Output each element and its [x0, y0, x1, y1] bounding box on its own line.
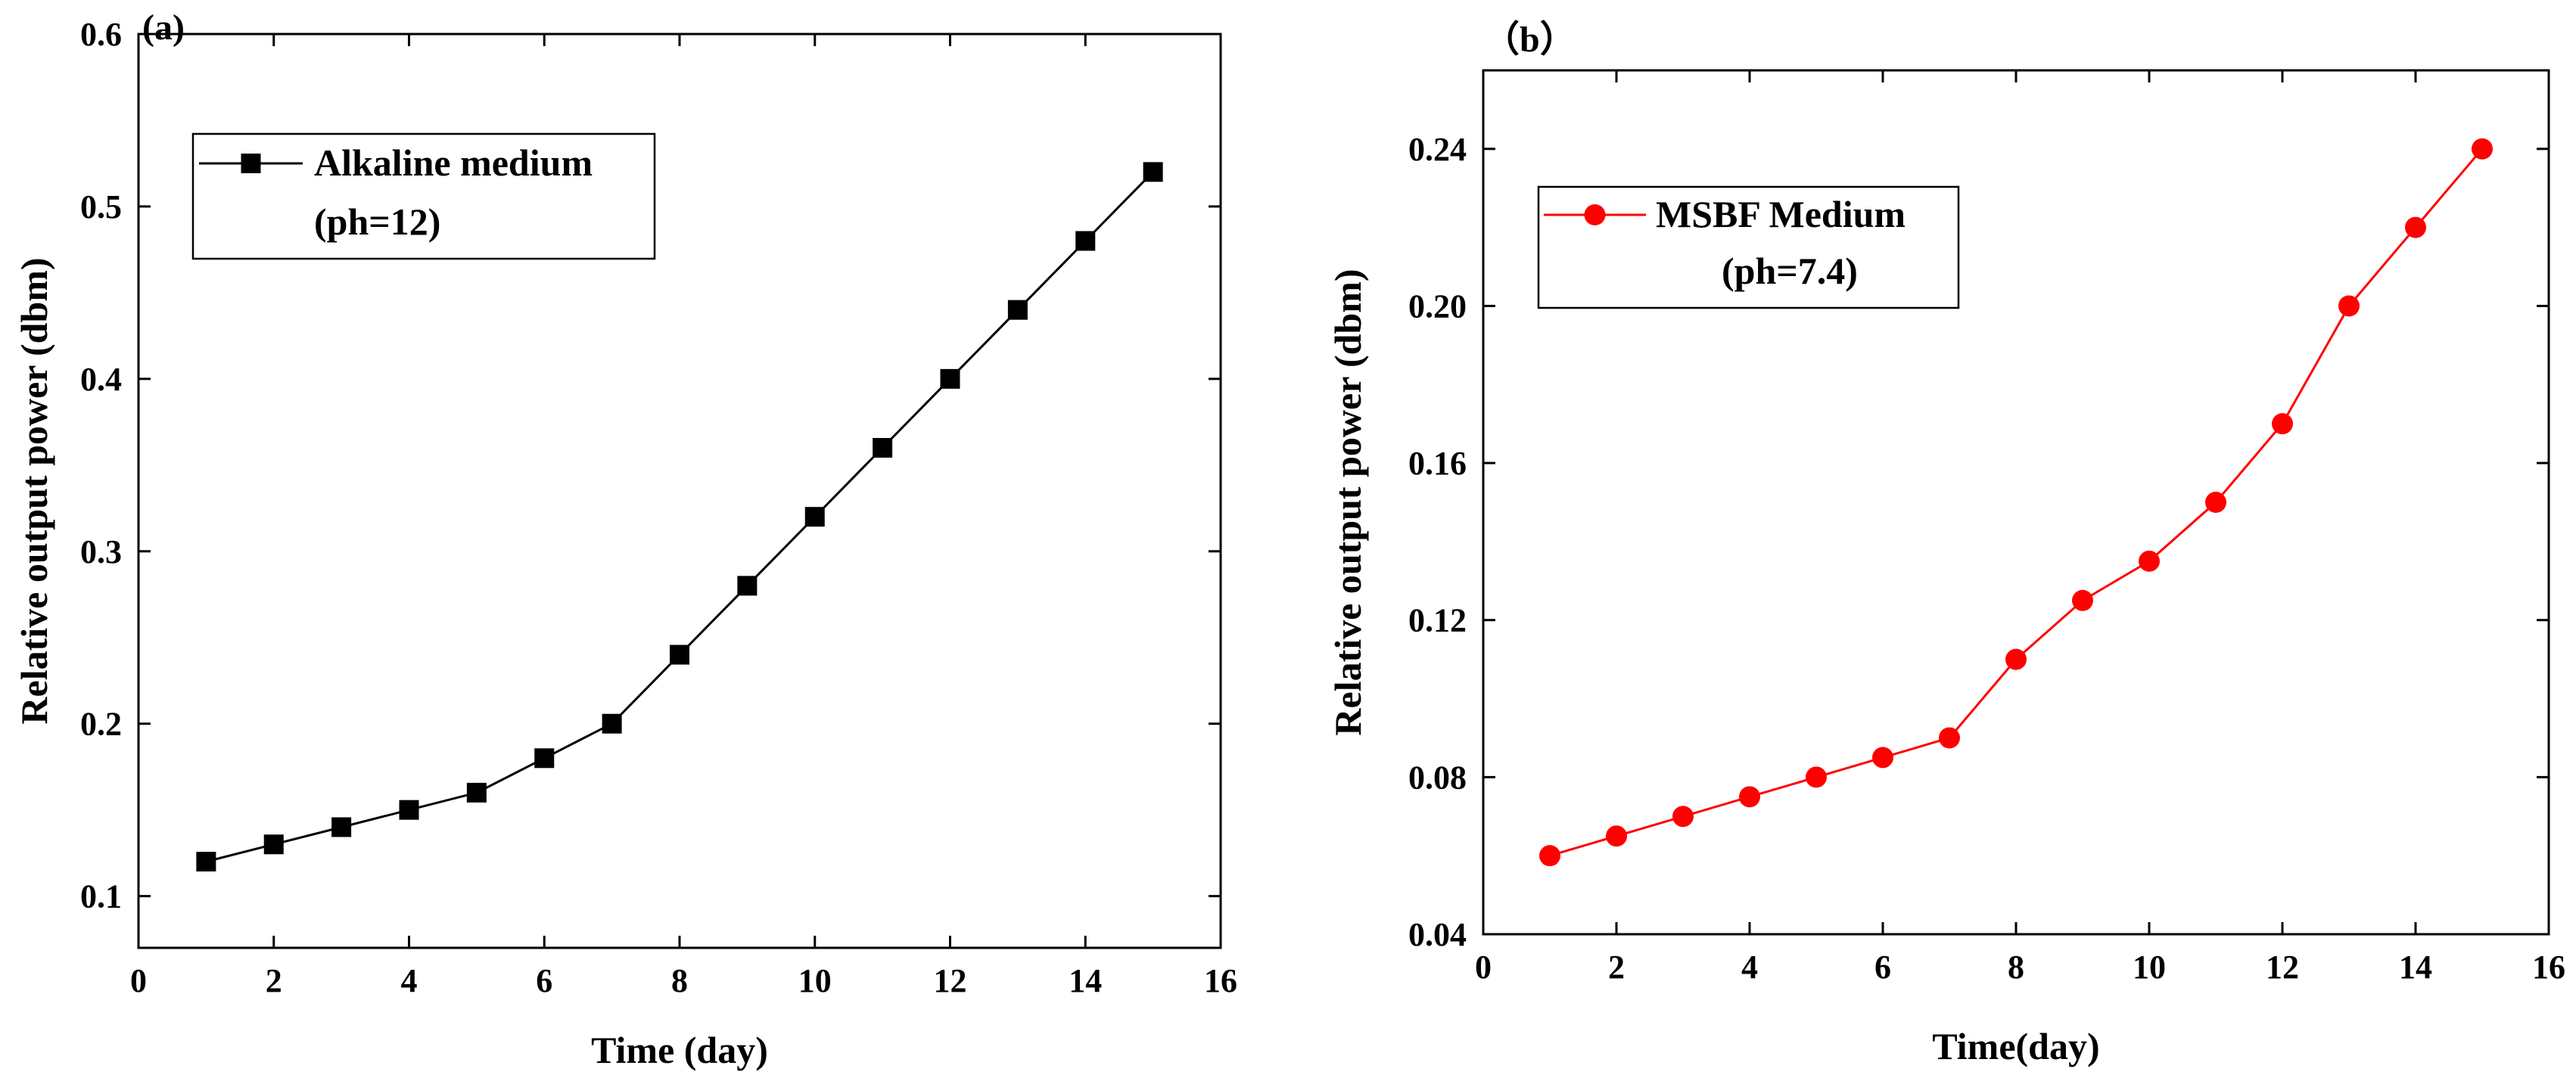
data-point: [1539, 845, 1560, 867]
x-tick-label: 14: [2399, 949, 2432, 986]
x-tick-label: 14: [1069, 962, 1102, 999]
legend-label: Alkaline medium: [314, 141, 593, 184]
x-tick-label: 4: [1741, 949, 1758, 986]
legend-marker: [241, 154, 261, 173]
x-axis-label: Time(day): [1932, 1025, 2099, 1067]
y-tick-label: 0.3: [80, 533, 122, 570]
data-point: [1872, 747, 1893, 769]
data-point: [1075, 231, 1096, 251]
x-tick-label: 6: [536, 962, 552, 999]
series-line: [206, 171, 1154, 863]
legend-box: [191, 132, 656, 260]
data-point: [2005, 648, 2027, 670]
y-tick-label: 0.08: [1408, 759, 1467, 796]
data-point: [602, 713, 622, 734]
x-tick-label: 10: [2133, 949, 2166, 986]
x-tick-label: 12: [934, 962, 967, 999]
x-tick-label: 0: [1475, 949, 1492, 986]
y-tick-label: 0.20: [1408, 287, 1467, 325]
panel-label: (a): [142, 8, 185, 48]
legend-label: MSBF Medium: [1656, 193, 1906, 235]
x-tick-label: 2: [266, 962, 282, 999]
data-point: [534, 748, 555, 769]
data-point: [2272, 413, 2293, 435]
data-point: [196, 852, 216, 872]
data-point: [2405, 216, 2426, 238]
panel-label: （b）: [1483, 20, 1576, 60]
data-point: [804, 507, 825, 527]
x-tick-label: 2: [1608, 949, 1625, 986]
data-point: [2139, 550, 2160, 572]
y-tick-label: 0.12: [1408, 602, 1467, 639]
data-point: [1739, 786, 1760, 808]
x-tick-label: 16: [2532, 949, 2565, 986]
x-tick-label: 0: [130, 962, 147, 999]
data-point: [873, 438, 893, 458]
y-axis-label: Relative output power (dbm): [1327, 269, 1369, 735]
x-tick-label: 6: [1874, 949, 1891, 986]
y-tick-label: 0.1: [80, 878, 122, 915]
x-axis-label: Time (day): [591, 1029, 768, 1071]
data-point: [1939, 727, 1960, 749]
data-point: [2205, 492, 2226, 513]
x-tick-label: 8: [671, 962, 688, 999]
y-tick-label: 0.4: [80, 361, 122, 398]
data-point: [263, 834, 284, 855]
data-point: [1672, 806, 1694, 828]
data-point: [1606, 825, 1627, 847]
legend-label-line2: (ph=7.4): [1722, 250, 1858, 292]
data-point: [331, 817, 352, 837]
data-point: [940, 368, 960, 389]
legend-label-line2: (ph=12): [314, 200, 440, 243]
y-tick-label: 0.16: [1408, 445, 1467, 482]
y-tick-label: 0.24: [1408, 131, 1467, 168]
data-point: [737, 576, 758, 596]
y-tick-label: 0.6: [80, 16, 122, 53]
x-tick-label: 16: [1204, 962, 1237, 999]
data-point: [2338, 295, 2360, 317]
legend-marker: [1584, 204, 1606, 225]
y-axis-label: Relative output power (dbm): [13, 257, 55, 724]
data-point: [1007, 300, 1028, 320]
data-point: [466, 782, 487, 803]
y-tick-label: 0.5: [80, 188, 122, 225]
data-point: [1806, 766, 1827, 788]
x-tick-label: 12: [2266, 949, 2299, 986]
data-point: [1143, 162, 1163, 182]
y-tick-label: 0.2: [80, 706, 122, 743]
data-point: [2072, 589, 2093, 611]
y-tick-label: 0.04: [1408, 916, 1467, 953]
data-point: [2472, 138, 2493, 160]
x-tick-label: 10: [798, 962, 832, 999]
x-tick-label: 4: [401, 962, 418, 999]
data-point: [670, 644, 689, 665]
x-tick-label: 8: [2008, 949, 2024, 986]
data-point: [399, 800, 419, 820]
legend-box: [1537, 185, 1960, 309]
